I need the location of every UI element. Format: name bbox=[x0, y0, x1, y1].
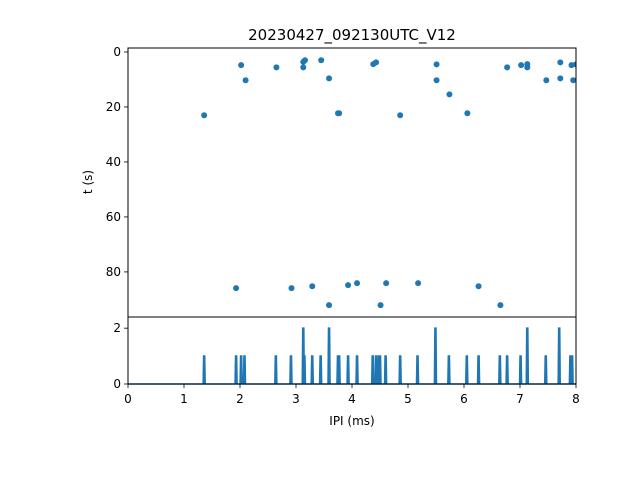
scatter-point bbox=[288, 285, 295, 292]
scatter-point bbox=[383, 280, 390, 287]
scatter-point bbox=[524, 64, 531, 71]
scatter-points bbox=[201, 57, 576, 309]
scatter-point bbox=[326, 75, 333, 82]
scatter-axes: 0 20 40 60 80 bbox=[106, 45, 577, 318]
scatter-point bbox=[397, 112, 404, 119]
axes-frame bbox=[127, 47, 577, 318]
y-tick-label: 0 bbox=[113, 377, 121, 391]
x-tick-label: 0 bbox=[124, 392, 132, 406]
chart-title: 20230427_092130UTC_V12 bbox=[248, 26, 456, 45]
histogram-line bbox=[128, 327, 576, 385]
scatter-point bbox=[504, 64, 511, 71]
scatter-point bbox=[497, 302, 504, 309]
scatter-point bbox=[570, 77, 576, 84]
scatter-point bbox=[233, 285, 240, 292]
y-tick-label: 2 bbox=[113, 321, 121, 335]
scatter-point bbox=[377, 302, 384, 309]
scatter-point bbox=[518, 62, 525, 69]
scatter-point bbox=[433, 77, 440, 84]
x-tick-label: 7 bbox=[516, 392, 524, 406]
scatter-point bbox=[354, 280, 361, 287]
scatter-point bbox=[345, 282, 352, 289]
axes-frame bbox=[127, 316, 577, 385]
y-tick-label: 80 bbox=[106, 265, 121, 279]
scatter-point bbox=[475, 283, 482, 290]
histogram-axes: 0 2 0 1 2 3 4 5 6 7 8 bbox=[113, 316, 580, 406]
x-tick-label: 6 bbox=[460, 392, 468, 406]
x-tick-label: 2 bbox=[236, 392, 244, 406]
x-tick-label: 5 bbox=[404, 392, 412, 406]
x-tick-label: 3 bbox=[292, 392, 300, 406]
scatter-point bbox=[326, 302, 333, 309]
scatter-point bbox=[415, 280, 422, 287]
scatter-point bbox=[273, 64, 280, 71]
scatter-point bbox=[336, 110, 343, 117]
scatter-point bbox=[557, 59, 564, 66]
x-axis-label: IPI (ms) bbox=[329, 414, 374, 428]
scatter-point bbox=[300, 64, 307, 71]
y-tick-label: 40 bbox=[106, 155, 121, 169]
x-tick-label: 4 bbox=[348, 392, 356, 406]
y-axis-label: t (s) bbox=[81, 170, 95, 194]
scatter-point bbox=[573, 61, 576, 68]
scatter-point bbox=[242, 77, 249, 84]
y-tick-label: 60 bbox=[106, 210, 121, 224]
scatter-point bbox=[309, 283, 316, 290]
scatter-point bbox=[201, 112, 208, 119]
x-tick-label: 1 bbox=[180, 392, 188, 406]
y-tick-label: 20 bbox=[106, 100, 121, 114]
scatter-point bbox=[301, 57, 308, 64]
scatter-point bbox=[568, 62, 575, 69]
x-tick-label: 8 bbox=[572, 392, 580, 406]
scatter-point bbox=[464, 110, 471, 117]
scatter-point bbox=[543, 77, 550, 84]
y-tick-label: 0 bbox=[113, 45, 121, 59]
scatter-point bbox=[557, 75, 564, 82]
scatter-point bbox=[318, 57, 325, 64]
scatter-point bbox=[373, 59, 380, 66]
scatter-point bbox=[446, 91, 453, 98]
scatter-point bbox=[238, 62, 245, 69]
scatter-point bbox=[433, 61, 440, 68]
